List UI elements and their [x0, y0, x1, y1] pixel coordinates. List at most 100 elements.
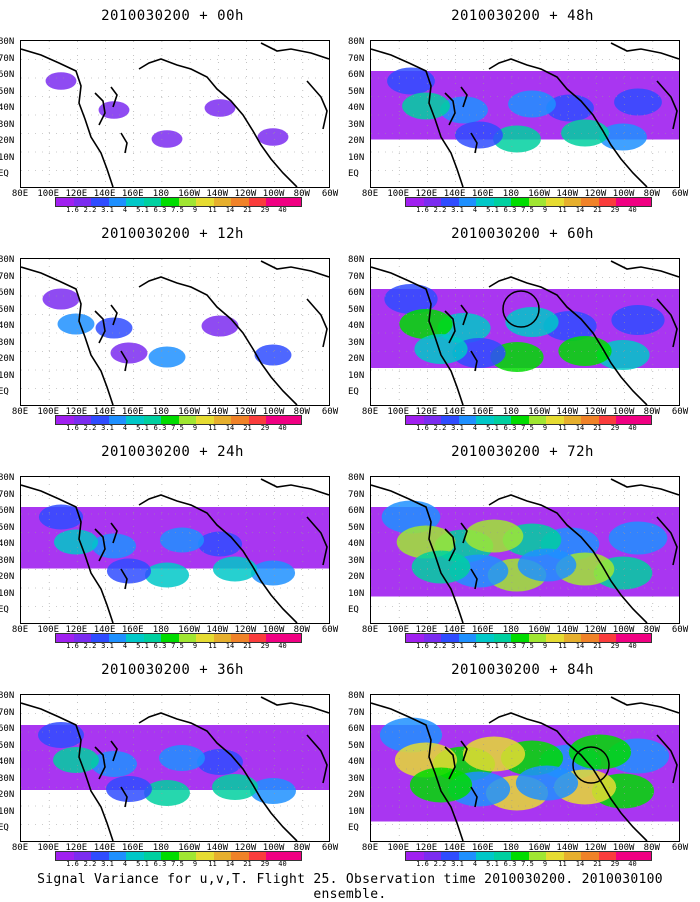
map-panel: 2010030200 + 12h 80N 70N 60N 50N 40N 30N 20N 10N…: [0, 218, 345, 438]
colorbar-swatch: [126, 634, 144, 642]
lon-label: 60W: [321, 625, 339, 635]
coastline: [371, 484, 464, 623]
lat-label: 20N: [348, 572, 365, 582]
lat-label: EQ: [0, 169, 9, 179]
colorbar-tick-label: 9: [542, 860, 548, 868]
colorbar-tick-label: 11: [558, 860, 567, 868]
lon-label: 100E: [37, 189, 60, 199]
lon-label: 60W: [671, 843, 689, 853]
variance-map: [21, 259, 329, 405]
lat-label: 10N: [0, 152, 15, 163]
colorbar-swatch: [581, 634, 599, 642]
colorbar-swatch: [423, 852, 441, 860]
lon-label: 140W: [556, 407, 579, 417]
colorbar-swatch: [563, 634, 581, 642]
lon-label: 100W: [262, 189, 285, 199]
lon-label: 120E: [65, 407, 88, 417]
colorbar-swatch: [458, 416, 476, 424]
lon-label: 120W: [234, 407, 257, 417]
lat-label: 40N: [0, 539, 15, 549]
colorbar-tick-label: 7.5: [521, 424, 534, 432]
coastline: [460, 304, 468, 326]
map-panel: 2010030200 + 60h 80N 70N 60N 50N 40N 30N 20N 10N…: [348, 218, 695, 438]
colorbar-tick-label: 6.3: [153, 642, 167, 650]
coastline: [460, 522, 468, 544]
colorbar-swatch: [143, 198, 161, 206]
lon-label: 100E: [37, 407, 60, 417]
map-panel: 2010030200 + 72h 80N 70N 60N 50N 40N 30N 20N 10N…: [348, 436, 695, 656]
colorbar-tick-label: 4: [122, 642, 128, 650]
lat-label: 50N: [0, 740, 15, 751]
map-panel: 2010030200 + 00h 80N 70N 60N 50N 40N 30N 20N 10N…: [0, 0, 345, 220]
lon-label: 60W: [321, 189, 339, 199]
variance-blob: [399, 309, 453, 339]
lon-label: 140E: [93, 843, 116, 853]
lat-label: EQ: [348, 387, 359, 397]
variance-map: [21, 41, 329, 187]
lat-label: 80N: [348, 37, 365, 47]
coastline: [656, 80, 678, 130]
variance-blob: [159, 527, 205, 553]
coastline: [21, 48, 114, 187]
colorbar-tick-label: 11: [558, 206, 567, 214]
colorbar-swatch: [143, 852, 161, 860]
lat-label: 10N: [348, 152, 365, 163]
lon-label: 80E: [361, 189, 379, 199]
colorbar-swatch: [633, 198, 651, 206]
lon-label: 60W: [671, 189, 689, 199]
variance-blob: [38, 722, 84, 748]
variance-blob: [517, 548, 577, 582]
colorbar-ticks: 1.6 2.2 3.1 4 5.1 6.3 7.5 9 11 14 21 29 40: [55, 642, 335, 652]
variance-blob: [561, 119, 609, 147]
colorbar-swatch: [476, 198, 494, 206]
panel-title: 2010030200 + 36h: [101, 662, 244, 678]
lon-label: 180: [502, 843, 520, 853]
colorbar-tick-label: 2.2: [83, 642, 97, 650]
colorbar-tick-label: 6.3: [153, 206, 167, 214]
colorbar-swatch: [126, 852, 144, 860]
lon-label: 180: [152, 407, 170, 417]
colorbar-swatch: [616, 852, 634, 860]
lon-label: 120W: [584, 189, 607, 199]
colorbar-ticks: 1.6 2.2 3.1 4 5.1 6.3 7.5 9 11 14 21 29 40: [55, 424, 335, 434]
variance-map: [21, 695, 329, 841]
variance-blob: [409, 767, 473, 803]
coastline: [110, 522, 118, 544]
colorbar-tick-label: 14: [225, 424, 235, 432]
lon-label: 120E: [415, 625, 438, 635]
colorbar-tick-label: 21: [593, 642, 602, 650]
lon-label: 100W: [262, 625, 285, 635]
colorbar-tick-label: 1.6: [66, 424, 79, 432]
coastline: [460, 86, 468, 108]
coastline: [610, 42, 679, 60]
colorbar-swatch: [108, 634, 126, 642]
colorbar-swatch: [108, 198, 126, 206]
lon-label: 120W: [584, 843, 607, 853]
variance-blob: [250, 778, 296, 804]
variance-blob: [53, 747, 99, 773]
coastline: [94, 528, 106, 562]
lat-label: 30N: [0, 555, 15, 566]
lat-label: 70N: [0, 707, 15, 718]
lat-label: 40N: [0, 103, 15, 113]
lon-label: 100W: [612, 407, 635, 417]
coastline: [260, 696, 329, 714]
lon-label: 160W: [528, 625, 550, 635]
coastline: [371, 702, 464, 841]
colorbar-swatch: [178, 634, 196, 642]
lon-label: 120W: [234, 189, 257, 199]
lon-label: 100E: [37, 843, 60, 853]
lon-label: 120E: [415, 843, 438, 853]
coastline: [120, 568, 128, 590]
coastline: [110, 304, 118, 326]
colorbar-swatch: [598, 416, 616, 424]
lon-label: 180: [152, 625, 170, 635]
colorbar-swatch: [56, 634, 74, 642]
coastline: [260, 260, 329, 278]
variance-blob: [614, 88, 662, 116]
colorbar-swatch: [441, 634, 459, 642]
lat-label: 10N: [348, 588, 365, 599]
lat-label: 40N: [348, 321, 365, 331]
colorbar-tick-label: 1.6: [416, 642, 429, 650]
colorbar-tick-label: 21: [243, 642, 252, 650]
